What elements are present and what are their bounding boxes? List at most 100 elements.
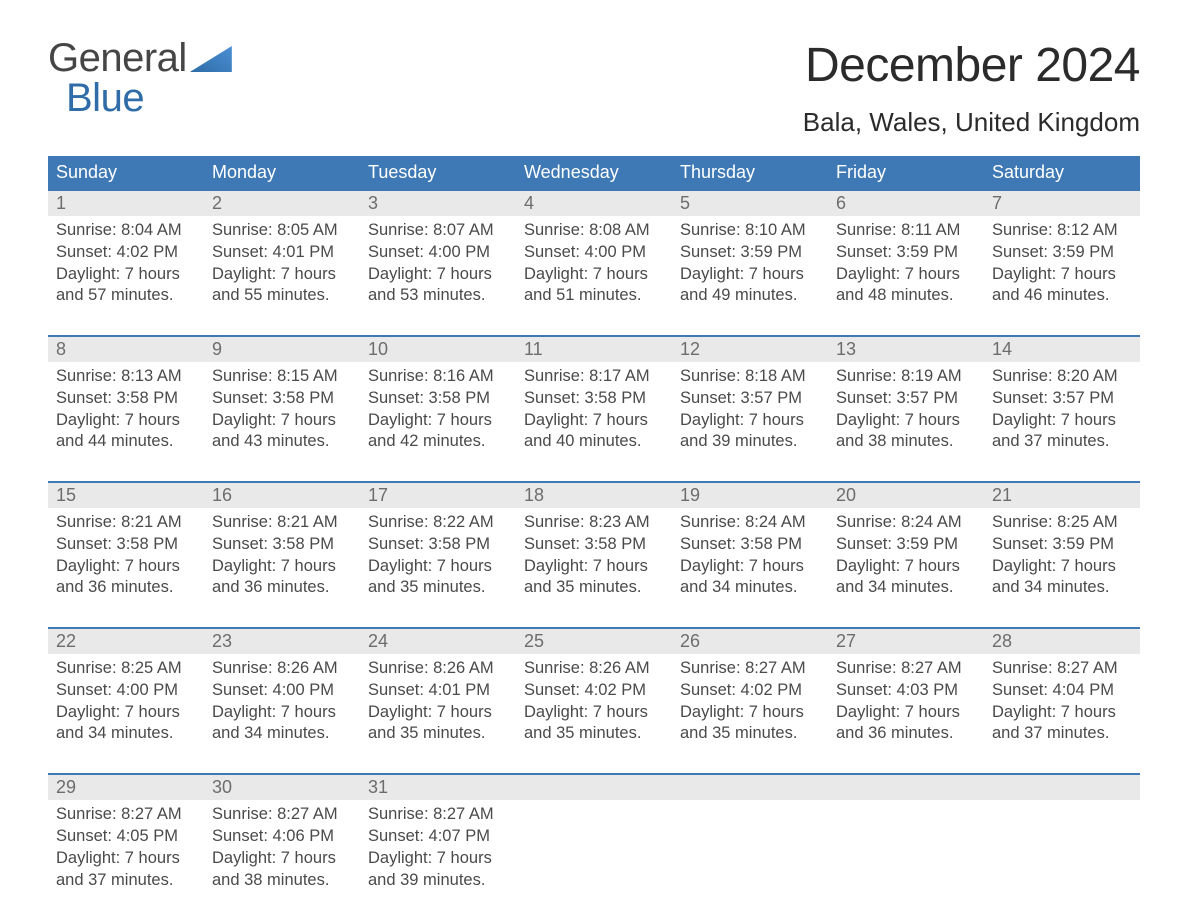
day-body-cell: Sunrise: 8:22 AMSunset: 3:58 PMDaylight:… bbox=[360, 508, 516, 627]
sunrise: Sunrise: 8:27 AM bbox=[56, 804, 196, 826]
day-number: 26 bbox=[680, 631, 700, 651]
sunrise: Sunrise: 8:27 AM bbox=[368, 804, 508, 826]
day-number: 1 bbox=[56, 193, 66, 213]
day-number: 3 bbox=[368, 193, 378, 213]
sunrise: Sunrise: 8:24 AM bbox=[680, 512, 820, 534]
weekday-header-row: Sunday Monday Tuesday Wednesday Thursday… bbox=[48, 156, 1140, 189]
sunrise: Sunrise: 8:26 AM bbox=[368, 658, 508, 680]
sunset: Sunset: 3:57 PM bbox=[992, 388, 1132, 410]
daylight-line2: and 35 minutes. bbox=[368, 723, 508, 745]
daylight-line1: Daylight: 7 hours bbox=[368, 264, 508, 286]
day-number: 27 bbox=[836, 631, 856, 651]
day-body-cell: Sunrise: 8:15 AMSunset: 3:58 PMDaylight:… bbox=[204, 362, 360, 481]
day-number: 15 bbox=[56, 485, 76, 505]
day-number: 31 bbox=[368, 777, 388, 797]
daylight-line2: and 49 minutes. bbox=[680, 285, 820, 307]
sunrise: Sunrise: 8:22 AM bbox=[368, 512, 508, 534]
sunset: Sunset: 4:00 PM bbox=[524, 242, 664, 264]
sunset: Sunset: 4:03 PM bbox=[836, 680, 976, 702]
day-number-cell: 3 bbox=[360, 189, 516, 216]
sunset: Sunset: 3:58 PM bbox=[212, 534, 352, 556]
daylight-line1: Daylight: 7 hours bbox=[836, 410, 976, 432]
day-number-cell: 9 bbox=[204, 335, 360, 362]
day-number-cell: 24 bbox=[360, 627, 516, 654]
daylight-line1: Daylight: 7 hours bbox=[992, 410, 1132, 432]
day-body-cell: Sunrise: 8:27 AMSunset: 4:06 PMDaylight:… bbox=[204, 800, 360, 901]
day-number: 23 bbox=[212, 631, 232, 651]
day-number-cell: 10 bbox=[360, 335, 516, 362]
day-number: 19 bbox=[680, 485, 700, 505]
page-title: December 2024 bbox=[803, 38, 1140, 93]
day-number-cell: 7 bbox=[984, 189, 1140, 216]
day-number: 16 bbox=[212, 485, 232, 505]
day-number-cell: 18 bbox=[516, 481, 672, 508]
daylight-line2: and 34 minutes. bbox=[680, 577, 820, 599]
daylight-line1: Daylight: 7 hours bbox=[680, 410, 820, 432]
sunset: Sunset: 3:59 PM bbox=[836, 534, 976, 556]
daylight-line1: Daylight: 7 hours bbox=[368, 848, 508, 870]
day-body-cell: Sunrise: 8:24 AMSunset: 3:59 PMDaylight:… bbox=[828, 508, 984, 627]
day-number-cell: 5 bbox=[672, 189, 828, 216]
daylight-line1: Daylight: 7 hours bbox=[524, 702, 664, 724]
sunset: Sunset: 3:58 PM bbox=[524, 534, 664, 556]
sunrise: Sunrise: 8:26 AM bbox=[212, 658, 352, 680]
day-body-cell bbox=[828, 800, 984, 901]
daylight-line2: and 42 minutes. bbox=[368, 431, 508, 453]
header: General Blue December 2024 Bala, Wales, … bbox=[48, 38, 1140, 138]
daylight-line2: and 35 minutes. bbox=[680, 723, 820, 745]
day-body-cell: Sunrise: 8:13 AMSunset: 3:58 PMDaylight:… bbox=[48, 362, 204, 481]
sunset: Sunset: 3:58 PM bbox=[212, 388, 352, 410]
day-body-cell bbox=[984, 800, 1140, 901]
sunrise: Sunrise: 8:10 AM bbox=[680, 220, 820, 242]
daylight-line1: Daylight: 7 hours bbox=[680, 702, 820, 724]
day-body-cell: Sunrise: 8:18 AMSunset: 3:57 PMDaylight:… bbox=[672, 362, 828, 481]
day-number-cell: 31 bbox=[360, 773, 516, 800]
daylight-line1: Daylight: 7 hours bbox=[368, 556, 508, 578]
sunset: Sunset: 3:59 PM bbox=[836, 242, 976, 264]
day-number-cell: 14 bbox=[984, 335, 1140, 362]
day-number-cell: 19 bbox=[672, 481, 828, 508]
daylight-line2: and 37 minutes. bbox=[992, 431, 1132, 453]
daylight-line1: Daylight: 7 hours bbox=[56, 848, 196, 870]
sunset: Sunset: 4:04 PM bbox=[992, 680, 1132, 702]
daylight-line1: Daylight: 7 hours bbox=[212, 556, 352, 578]
daylight-line2: and 43 minutes. bbox=[212, 431, 352, 453]
day-number: 20 bbox=[836, 485, 856, 505]
location-subtitle: Bala, Wales, United Kingdom bbox=[803, 107, 1140, 138]
daylight-line2: and 37 minutes. bbox=[56, 870, 196, 892]
day-body-cell: Sunrise: 8:21 AMSunset: 3:58 PMDaylight:… bbox=[48, 508, 204, 627]
day-number: 29 bbox=[56, 777, 76, 797]
day-number-cell: 13 bbox=[828, 335, 984, 362]
day-body-row: Sunrise: 8:27 AMSunset: 4:05 PMDaylight:… bbox=[48, 800, 1140, 901]
weekday-header: Thursday bbox=[672, 156, 828, 189]
day-body-cell: Sunrise: 8:27 AMSunset: 4:04 PMDaylight:… bbox=[984, 654, 1140, 773]
daylight-line2: and 53 minutes. bbox=[368, 285, 508, 307]
day-body-cell: Sunrise: 8:19 AMSunset: 3:57 PMDaylight:… bbox=[828, 362, 984, 481]
day-number-cell: 26 bbox=[672, 627, 828, 654]
day-body-row: Sunrise: 8:13 AMSunset: 3:58 PMDaylight:… bbox=[48, 362, 1140, 481]
day-number: 14 bbox=[992, 339, 1012, 359]
day-number: 30 bbox=[212, 777, 232, 797]
day-number-cell: 2 bbox=[204, 189, 360, 216]
day-body-row: Sunrise: 8:25 AMSunset: 4:00 PMDaylight:… bbox=[48, 654, 1140, 773]
day-number: 24 bbox=[368, 631, 388, 651]
day-number: 4 bbox=[524, 193, 534, 213]
daylight-line1: Daylight: 7 hours bbox=[368, 410, 508, 432]
day-body-cell: Sunrise: 8:12 AMSunset: 3:59 PMDaylight:… bbox=[984, 216, 1140, 335]
day-number-cell bbox=[828, 773, 984, 800]
day-number-cell: 1 bbox=[48, 189, 204, 216]
daylight-line1: Daylight: 7 hours bbox=[524, 556, 664, 578]
day-number-cell: 4 bbox=[516, 189, 672, 216]
sunset: Sunset: 4:01 PM bbox=[212, 242, 352, 264]
sunrise: Sunrise: 8:24 AM bbox=[836, 512, 976, 534]
day-body-cell: Sunrise: 8:16 AMSunset: 3:58 PMDaylight:… bbox=[360, 362, 516, 481]
sunset: Sunset: 3:59 PM bbox=[992, 534, 1132, 556]
day-body-cell: Sunrise: 8:21 AMSunset: 3:58 PMDaylight:… bbox=[204, 508, 360, 627]
day-number-row: 15161718192021 bbox=[48, 481, 1140, 508]
day-number-cell: 22 bbox=[48, 627, 204, 654]
sunrise: Sunrise: 8:16 AM bbox=[368, 366, 508, 388]
day-number: 22 bbox=[56, 631, 76, 651]
sunrise: Sunrise: 8:15 AM bbox=[212, 366, 352, 388]
weekday-header: Sunday bbox=[48, 156, 204, 189]
day-number-cell: 21 bbox=[984, 481, 1140, 508]
